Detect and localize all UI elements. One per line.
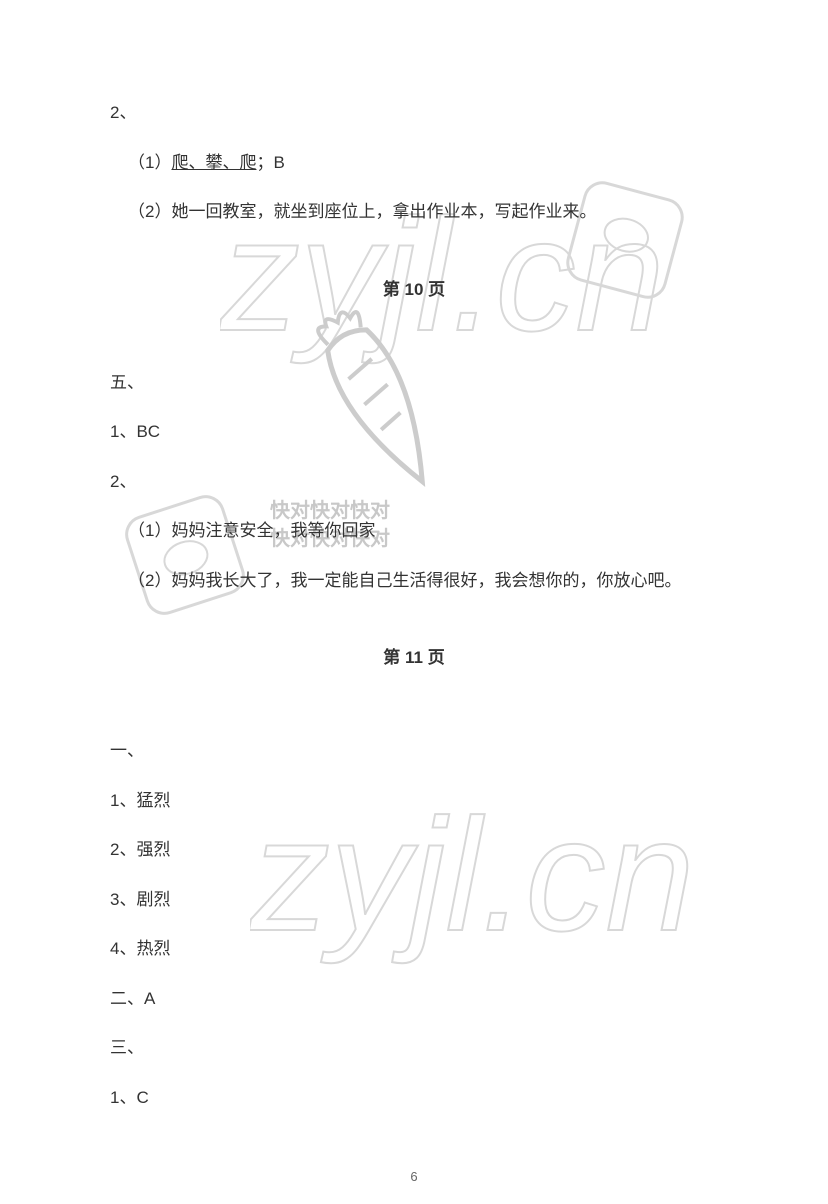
page-10-header: 第 10 页: [110, 275, 718, 300]
section5-q2-sub2: （2）妈妈我长大了，我一定能自己生活得很好，我会想你的，你放心吧。: [110, 568, 718, 594]
sub1-suffix: ；B: [256, 153, 284, 172]
section-yi-q2: 2、强烈: [110, 837, 718, 863]
section-yi-q1: 1、猛烈: [110, 788, 718, 814]
section1-q2-sub2: （2）她一回教室，就坐到座位上，拿出作业本，写起作业来。: [110, 199, 718, 225]
section-yi-q4: 4、热烈: [110, 936, 718, 962]
section-san-q1: 1、C: [110, 1085, 718, 1111]
section-yi-q3: 3、剧烈: [110, 887, 718, 913]
section-san-label: 三、: [110, 1035, 718, 1061]
page-11-header: 第 11 页: [110, 643, 718, 668]
document-body: 2、 （1）爬、攀、爬；B （2）她一回教室，就坐到座位上，拿出作业本，写起作业…: [0, 0, 828, 1174]
section-er: 二、A: [110, 986, 718, 1012]
section5-label: 五、: [110, 370, 718, 396]
section5-q2-sub1: （1）妈妈注意安全，我等你回家: [110, 518, 718, 544]
section-yi-label: 一、: [110, 738, 718, 764]
sub1-underline: 爬、攀、爬: [171, 153, 256, 172]
section5-q1: 1、BC: [110, 419, 718, 445]
sub1-num: （1）: [128, 153, 171, 172]
section5-q2-label: 2、: [110, 469, 718, 495]
section1-q2-label: 2、: [110, 100, 718, 126]
section1-q2-sub1: （1）爬、攀、爬；B: [110, 150, 718, 176]
